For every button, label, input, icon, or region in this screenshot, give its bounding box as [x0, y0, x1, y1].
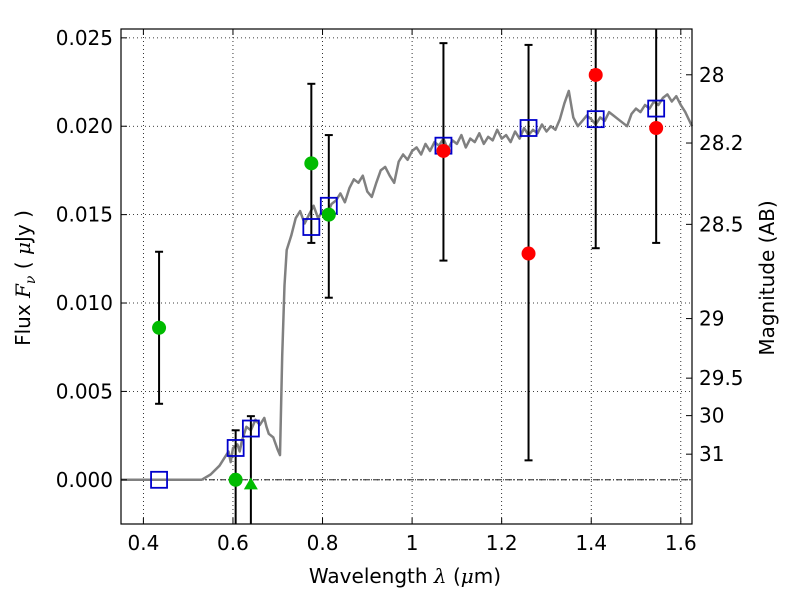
magnitude-tick-label: 28.2 — [699, 131, 744, 155]
y-tick-label: 0.015 — [56, 203, 113, 227]
observed-red-point — [588, 67, 603, 82]
magnitude-tick-label: 30 — [699, 404, 724, 428]
observed-green-limit-point — [243, 477, 258, 490]
observed-red-point — [521, 246, 536, 261]
x-axis-title: Wavelength λ (μm) — [309, 564, 501, 588]
y-tick-label: 0.010 — [56, 291, 113, 315]
errorbar-layer — [155, 29, 661, 524]
synthetic-photometry-square — [241, 419, 260, 438]
observed-green-point — [228, 472, 243, 487]
magnitude-axis-title: Magnitude (AB) — [755, 200, 779, 355]
x-tick-label: 1.2 — [486, 531, 518, 555]
x-tick-label: 0.4 — [127, 531, 159, 555]
y-tick-label: 0.020 — [56, 114, 113, 138]
grid — [121, 29, 692, 524]
magnitude-axis-ticks: 28 28.2 28.5 29 29.5 30 31 — [686, 63, 744, 466]
synthetic-photometry-square — [586, 110, 605, 129]
synthetic-photometry-square — [150, 470, 168, 489]
synthetic-photometry-square — [647, 99, 666, 118]
x-tick-label: 1.4 — [575, 531, 607, 555]
marker-layer — [150, 67, 666, 490]
plot-frame — [120, 28, 693, 525]
magnitude-tick-label: 29 — [699, 307, 724, 331]
magnitude-tick-label: 28.5 — [699, 212, 744, 236]
magnitude-tick-label: 31 — [699, 442, 724, 466]
model-sed-line — [121, 89, 694, 482]
y-axis-title: Flux Fν ( μJy ) — [11, 210, 39, 346]
synthetic-photometry-square — [302, 218, 321, 236]
x-tick-label: 0.8 — [307, 531, 339, 555]
observed-green-point — [304, 156, 319, 171]
magnitude-tick-label: 28 — [699, 63, 724, 87]
synthetic-photometry-square — [519, 119, 538, 137]
x-axis-ticks: 0.4 0.6 0.8 1 1.2 1.4 1.6 — [127, 29, 697, 555]
observed-red-point — [436, 143, 451, 158]
synthetic-photometry-square — [226, 439, 245, 457]
observed-green-point — [321, 207, 336, 222]
y-axis-ticks: 0.000 0.005 0.010 0.015 0.020 0.025 — [56, 26, 127, 492]
observed-green-point — [152, 320, 167, 335]
y-tick-label: 0.005 — [56, 379, 113, 403]
y-tick-label: 0.025 — [56, 26, 113, 50]
x-tick-label: 0.6 — [217, 531, 249, 555]
x-tick-label: 1.6 — [665, 531, 697, 555]
observed-red-point — [649, 121, 664, 135]
y-tick-label: 0.000 — [56, 468, 113, 492]
x-tick-label: 1 — [406, 531, 419, 555]
magnitude-tick-label: 29.5 — [699, 366, 744, 390]
model-sed-layer — [121, 89, 694, 482]
